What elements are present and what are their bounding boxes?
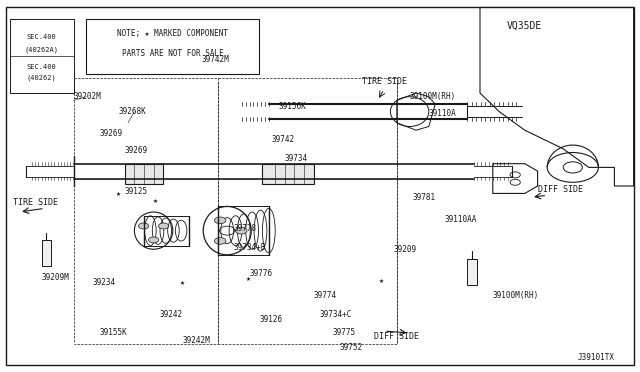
Text: (40262): (40262) — [27, 75, 56, 81]
Text: 39742: 39742 — [272, 135, 295, 144]
Text: VQ35DE: VQ35DE — [507, 21, 543, 31]
Text: SEC.400: SEC.400 — [27, 34, 56, 40]
Text: 39742M: 39742M — [202, 55, 229, 64]
Circle shape — [148, 237, 159, 243]
Text: 39781: 39781 — [413, 193, 436, 202]
Text: 39774: 39774 — [314, 291, 337, 300]
Text: 39209M: 39209M — [42, 273, 69, 282]
Bar — [467, 259, 477, 285]
Text: 39202M: 39202M — [74, 92, 101, 101]
Bar — [10, 19, 74, 93]
Text: 39156K: 39156K — [278, 102, 306, 110]
Text: 39776: 39776 — [250, 269, 273, 278]
Text: 39268K: 39268K — [118, 107, 146, 116]
Text: ★: ★ — [180, 278, 185, 287]
Text: 39269: 39269 — [125, 146, 148, 155]
Bar — [125, 164, 163, 184]
Text: 39110A: 39110A — [429, 109, 456, 118]
Text: NOTE; ★ MARKED COMPONENT: NOTE; ★ MARKED COMPONENT — [117, 29, 228, 38]
Circle shape — [214, 217, 226, 224]
Text: SEC.400: SEC.400 — [27, 64, 56, 70]
Text: 39269: 39269 — [99, 129, 122, 138]
Text: 39242M: 39242M — [182, 336, 210, 345]
Text: 39155K: 39155K — [99, 328, 127, 337]
Text: 39209: 39209 — [394, 245, 417, 254]
Text: 39734+C: 39734+C — [320, 310, 353, 319]
Text: 39126: 39126 — [259, 315, 282, 324]
Text: 39242: 39242 — [160, 310, 183, 319]
Text: J39101TX: J39101TX — [577, 353, 614, 362]
Text: ★: ★ — [246, 275, 251, 283]
Bar — [86, 19, 259, 74]
Circle shape — [159, 223, 169, 229]
Text: ★: ★ — [116, 189, 121, 198]
Text: 39100M(RH): 39100M(RH) — [493, 291, 539, 300]
Text: 39752: 39752 — [339, 343, 362, 352]
Text: 39775: 39775 — [333, 328, 356, 337]
Text: 39234: 39234 — [93, 278, 116, 287]
Text: ★: ★ — [152, 196, 157, 205]
Text: DIFF SIDE: DIFF SIDE — [374, 332, 419, 341]
Text: 39778: 39778 — [234, 224, 257, 233]
Text: (40262A): (40262A) — [24, 47, 59, 54]
Text: TIRE SIDE: TIRE SIDE — [13, 198, 58, 207]
Circle shape — [214, 238, 226, 244]
Bar — [42, 240, 51, 266]
Text: DIFF SIDE: DIFF SIDE — [538, 185, 582, 194]
Circle shape — [138, 223, 148, 229]
Text: ★: ★ — [378, 276, 383, 285]
Text: PARTS ARE NOT FOR SALE: PARTS ARE NOT FOR SALE — [122, 49, 223, 58]
Text: 39125: 39125 — [125, 187, 148, 196]
Circle shape — [236, 227, 247, 234]
Text: 39110AA: 39110AA — [445, 215, 477, 224]
Bar — [262, 164, 314, 184]
Text: 39734+B: 39734+B — [234, 243, 266, 252]
Text: 39734: 39734 — [285, 154, 308, 163]
Text: 39100M(RH): 39100M(RH) — [410, 92, 456, 101]
Text: TIRE SIDE: TIRE SIDE — [362, 77, 406, 86]
